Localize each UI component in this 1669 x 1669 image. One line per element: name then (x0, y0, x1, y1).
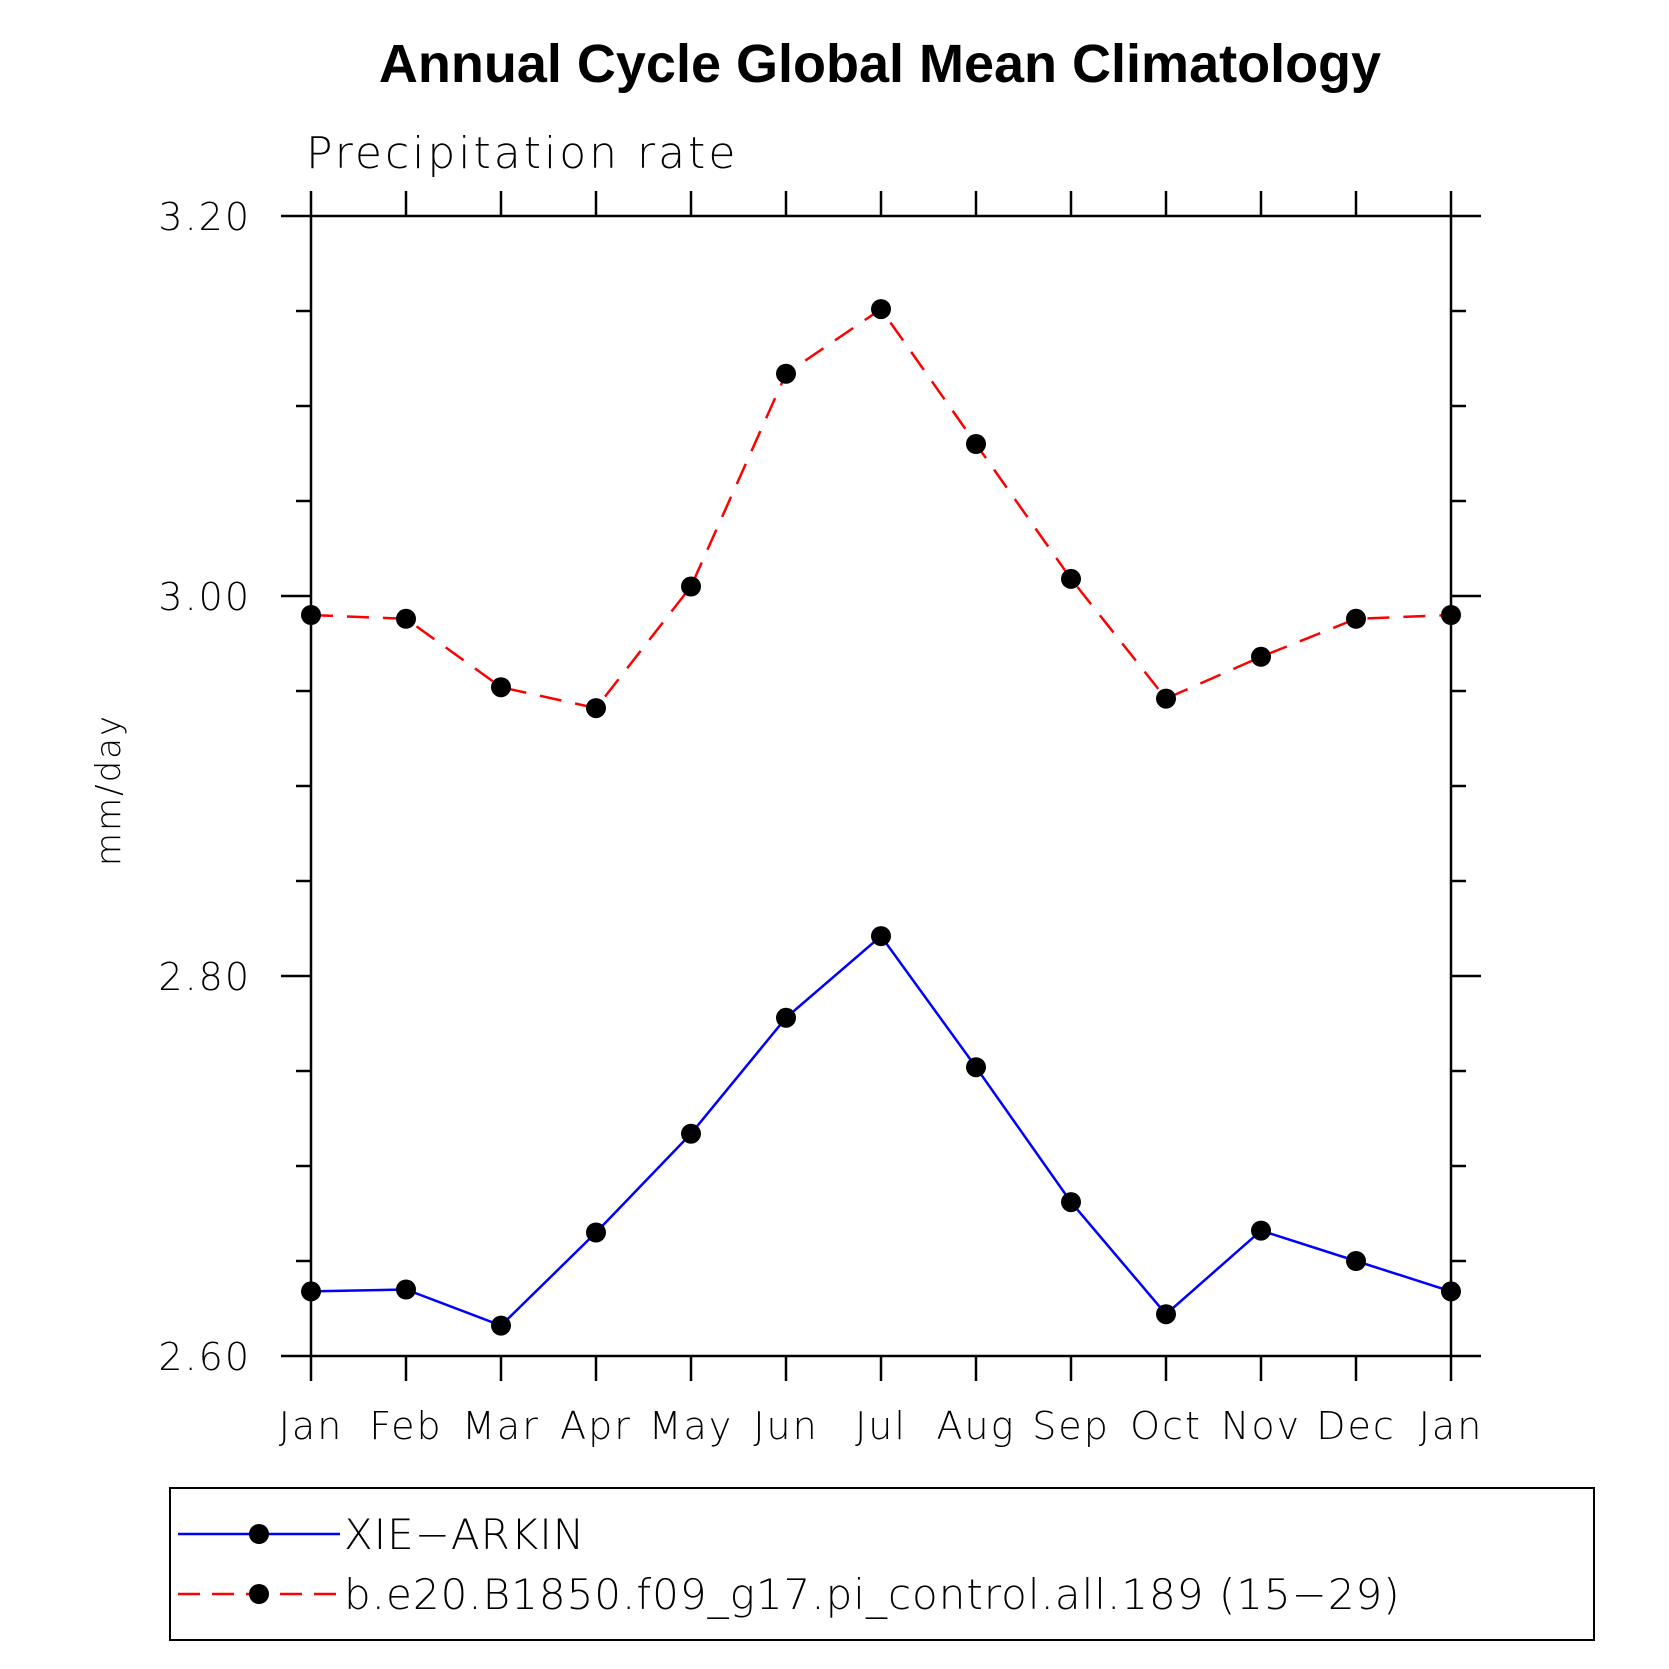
data-point (301, 605, 321, 625)
series-line (310, 934, 1452, 1328)
x-tick-label: Jan (1419, 1404, 1484, 1448)
legend-box (169, 1487, 1595, 1641)
legend-marker (249, 1524, 269, 1544)
plot-frame (309, 214, 1453, 1358)
x-tick-label: May (649, 1404, 734, 1448)
axis-ticks (281, 191, 1481, 1381)
x-tick-label: Mar (462, 1404, 540, 1448)
chart-subtitle: Precipitation rate (306, 128, 738, 179)
data-point (301, 1281, 321, 1302)
legend: XIE−ARKIN b.e20.B1850.f09_g17.pi_control.… (169, 1487, 1595, 1641)
x-tick-label: Jul (855, 1404, 907, 1448)
y-tick-label: 2.60 (158, 1335, 251, 1379)
data-point (586, 1222, 606, 1243)
data-point (681, 576, 701, 597)
data-point (1156, 688, 1176, 709)
y-tick-label: 3.00 (158, 575, 251, 619)
y-tick-label: 2.80 (158, 955, 251, 999)
data-point (1346, 1251, 1366, 1271)
data-point (1441, 1281, 1461, 1302)
y-tick-label: 3.20 (158, 195, 251, 239)
data-point (681, 1123, 701, 1144)
x-tick-label: Aug (937, 1404, 1016, 1448)
data-point (1251, 1220, 1271, 1241)
tick-labels: Jan Feb Mar Apr May Jun Jul Aug Sep Oct Nov Dec Jan 2… (158, 195, 1484, 1448)
x-tick-label: Jan (279, 1404, 344, 1448)
series-line (310, 307, 1452, 710)
series-1 (301, 926, 1461, 1336)
data-point (871, 926, 891, 947)
legend-label: XIE−ARKIN (344, 1510, 585, 1559)
legend-label: b.e20.B1850.f09_g17.pi_control.all.189 (… (344, 1570, 1401, 1619)
x-tick-label: Dec (1316, 1404, 1396, 1448)
data-point (966, 434, 986, 454)
data-point (586, 698, 606, 719)
chart-title: Annual Cycle Global Mean Climatology (379, 34, 1381, 94)
legend-marker (249, 1584, 269, 1604)
data-point (966, 1057, 986, 1078)
data-point (491, 677, 511, 698)
x-tick-label: Feb (369, 1404, 442, 1448)
y-axis-label: mm/day (89, 714, 129, 866)
legend-entries: XIE−ARKIN b.e20.B1850.f09_g17.pi_control.… (178, 1510, 1401, 1619)
x-tick-label: Oct (1130, 1404, 1202, 1448)
x-tick-label: Sep (1032, 1404, 1110, 1448)
data-point (1061, 1192, 1081, 1213)
data-point (1251, 646, 1271, 667)
data-point (1156, 1304, 1176, 1325)
series-layer (301, 299, 1461, 1336)
legend-entry-2: b.e20.B1850.f09_g17.pi_control.all.189 (… (178, 1570, 1401, 1619)
data-point (1061, 568, 1081, 589)
data-point (491, 1315, 511, 1336)
series-2 (301, 299, 1461, 719)
data-point (776, 363, 796, 384)
data-point (396, 1279, 416, 1300)
data-point (1441, 605, 1461, 625)
x-tick-label: Nov (1221, 1404, 1301, 1448)
data-point (871, 299, 891, 320)
data-point (776, 1007, 796, 1028)
legend-entry-1: XIE−ARKIN (178, 1510, 585, 1559)
x-tick-label: Apr (560, 1404, 632, 1448)
data-point (1346, 608, 1366, 629)
data-point (396, 608, 416, 629)
x-tick-label: Jun (753, 1404, 818, 1448)
